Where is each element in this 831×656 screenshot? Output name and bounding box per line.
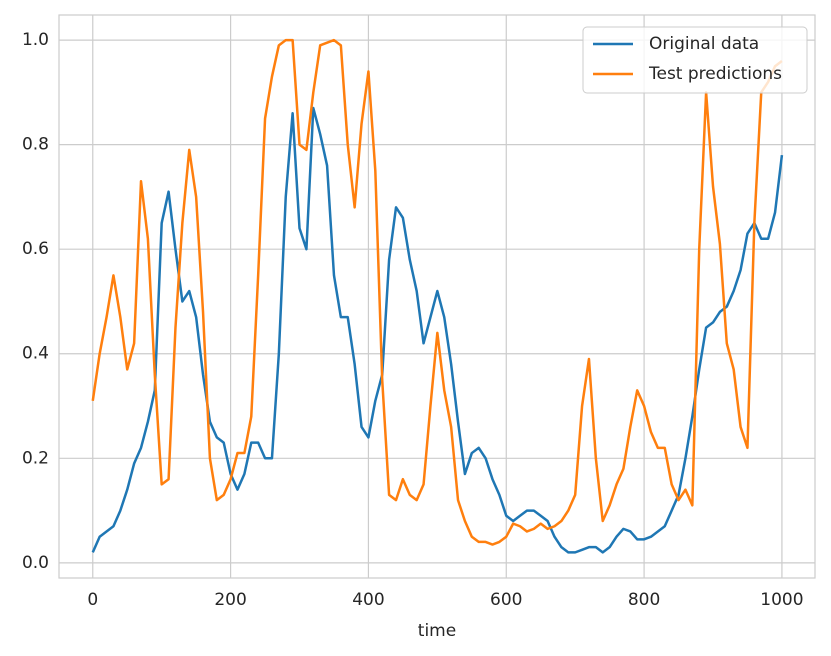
x-axis-label: time — [418, 621, 456, 641]
legend-label: Original data — [649, 34, 759, 54]
x-tick-label: 200 — [214, 590, 246, 610]
legend-box — [582, 26, 808, 94]
x-tick-label: 1000 — [760, 590, 803, 610]
y-tick-label: 0.0 — [22, 553, 49, 573]
y-tick-label: 0.4 — [22, 344, 49, 364]
y-tick-label: 0.8 — [22, 135, 49, 155]
x-tick-label: 0 — [87, 590, 98, 610]
data-line — [91, 38, 783, 546]
y-tick-label: 0.6 — [22, 239, 49, 259]
legend: Original data Test predictions — [582, 26, 808, 94]
plot-frame — [58, 14, 816, 579]
x-tick-label: 400 — [352, 590, 384, 610]
x-tick-label: 600 — [490, 590, 522, 610]
y-tick-label: 1.0 — [22, 30, 49, 50]
legend-label: Test predictions — [648, 64, 782, 84]
y-tick-label: 0.2 — [22, 448, 49, 468]
x-tick-label: 800 — [628, 590, 660, 610]
